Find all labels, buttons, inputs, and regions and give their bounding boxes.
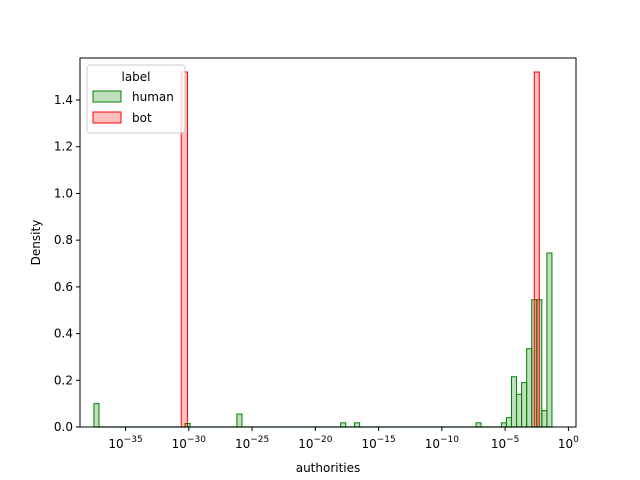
bar-human-2 [236,413,243,428]
legend: label human bot [86,64,186,134]
bar-human-11 [526,348,533,428]
bar-human-6 [500,422,507,428]
bar-human-7 [505,417,512,428]
x-tick-label-5: 10−10 [425,435,460,451]
x-tick-label-0: 10−35 [108,435,142,451]
x-tick-label-6: 10−5 [491,435,520,451]
legend-label-bot: bot [132,111,152,125]
y-tick-label-0: 0.0 [54,420,73,434]
bar-human-9 [516,393,523,428]
x-axis-label: authorities [296,461,361,475]
legend-title: label [121,70,150,84]
x-tick-label-7: 100 [558,435,579,451]
y-axis: 0.0 0.2 0.4 0.6 0.8 1.0 1.2 1.4 [54,93,80,434]
y-tick-label-6: 1.2 [54,140,73,154]
bar-human-15 [546,252,553,428]
y-tick-label-5: 1.0 [54,186,73,200]
bar-human-10 [521,382,528,428]
bar-human-14 [541,410,548,428]
x-axis: 10−35 10−30 10−25 10−20 10−15 10−10 10−5 100 [108,427,579,451]
y-tick-label-2: 0.4 [54,327,73,341]
legend-swatch-bot [92,111,122,124]
y-tick-label-7: 1.4 [54,93,73,107]
y-tick-label-3: 0.6 [54,280,73,294]
legend-swatch-human [92,90,122,103]
x-tick-label-2: 10−25 [235,435,269,451]
legend-box [86,64,186,134]
x-tick-label-1: 10−30 [172,435,207,451]
bar-human-0 [93,403,100,428]
x-tick-label-4: 10−15 [361,435,395,451]
bar-human-8 [510,376,518,428]
bar-bot-1 [533,71,540,428]
bar-human-5 [475,422,482,428]
bar-human-3 [340,422,347,428]
plot-frame [79,57,577,428]
y-tick-label-4: 0.8 [54,233,73,247]
y-tick-label-1: 0.2 [54,373,73,387]
legend-label-human: human [132,90,174,104]
y-axis-label: Density [29,220,43,266]
bar-human-4 [354,422,361,428]
x-tick-label-3: 10−20 [298,435,333,451]
